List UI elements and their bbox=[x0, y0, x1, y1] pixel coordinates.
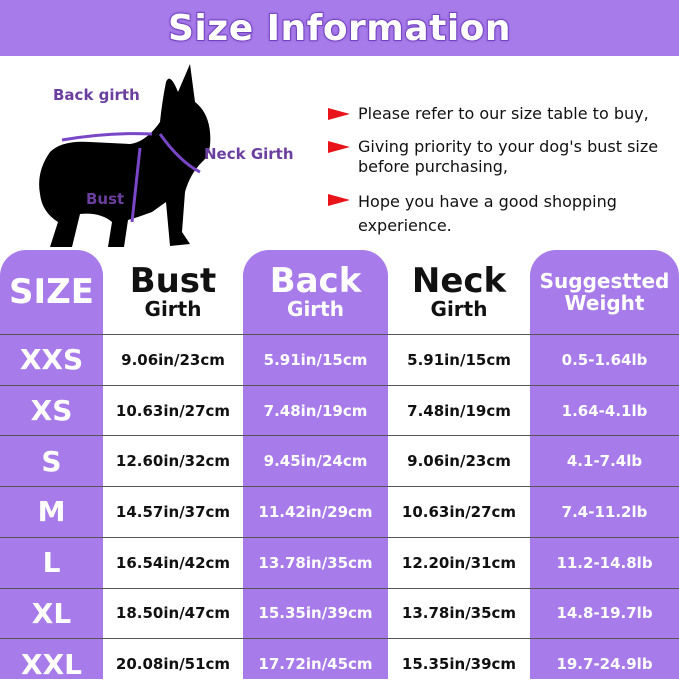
table-cell: 10.63in/27cm bbox=[401, 502, 517, 521]
table-cell: 12.60in/32cm bbox=[115, 452, 231, 471]
table-cell: 9.45in/24cm bbox=[263, 452, 368, 471]
note-item: Hope you have a good shopping experience… bbox=[328, 190, 673, 238]
red-arrow-icon bbox=[328, 108, 350, 120]
table-cell: 14.8-19.7lb bbox=[556, 604, 653, 623]
dog-silhouette bbox=[39, 64, 211, 247]
note-text: Please refer to our size table to buy, bbox=[358, 104, 649, 123]
table-cell: 13.78in/35cm bbox=[401, 604, 517, 623]
table-cell: 20.08in/51cm bbox=[115, 655, 231, 674]
size-label: M bbox=[37, 495, 66, 529]
table-cell: 14.57in/37cm bbox=[115, 502, 231, 521]
table-cell: 19.7-24.9lb bbox=[556, 655, 653, 674]
table-cell: 12.20in/31cm bbox=[401, 553, 517, 572]
size-label: XS bbox=[30, 394, 73, 428]
header-size: SIZE bbox=[0, 250, 103, 334]
header-sub: Girth bbox=[287, 297, 344, 321]
table-cell: 17.72in/45cm bbox=[258, 655, 373, 674]
table-cell: 9.06in/23cm bbox=[121, 350, 225, 369]
red-arrow-icon bbox=[328, 141, 350, 153]
table-row: S 12.60in/32cm 9.45in/24cm 9.06in/23cm 4.1-7… bbox=[0, 435, 679, 486]
table-cell: 5.91in/15cm bbox=[263, 350, 368, 369]
title-banner: Size Information bbox=[0, 0, 679, 56]
neck-girth-label: Neck Girth bbox=[204, 145, 294, 163]
note-text: Giving priority to your dog's bust size … bbox=[358, 137, 659, 176]
table-cell: 7.48in/19cm bbox=[407, 401, 511, 420]
size-column-bg bbox=[0, 250, 103, 679]
dog-silhouette-diagram bbox=[39, 64, 211, 247]
back-girth-label: Back girth bbox=[53, 86, 140, 104]
table-cell: 13.78in/35cm bbox=[258, 553, 373, 572]
table-cell: 4.1-7.4lb bbox=[566, 452, 643, 471]
table-cell: 5.91in/15cm bbox=[407, 350, 511, 369]
page-title: Size Information bbox=[167, 7, 512, 50]
note-text: Hope you have a good shopping experience… bbox=[358, 192, 617, 235]
header-weight: Suggestted Weight bbox=[530, 250, 679, 334]
size-label: XXS bbox=[19, 343, 84, 377]
table-cell: 15.35in/39cm bbox=[258, 604, 373, 623]
header-sub: Weight bbox=[564, 291, 645, 315]
bust-label: Bust bbox=[86, 190, 125, 208]
header-main: Neck bbox=[411, 261, 507, 301]
red-arrow-icon bbox=[328, 194, 350, 206]
header-main: Bust bbox=[129, 261, 217, 301]
table-row: XXS 9.06in/23cm 5.91in/15cm 5.91in/15cm 0.5-… bbox=[0, 334, 679, 385]
table-cell: 9.06in/23cm bbox=[407, 452, 511, 471]
table-row: L 16.54in/42cm 13.78in/35cm 12.20in/31cm 11.… bbox=[0, 536, 679, 588]
header-sub: Girth bbox=[430, 297, 488, 321]
table-row: XXL 20.08in/51cm 17.72in/45cm 15.35in/39cm 1… bbox=[0, 638, 679, 689]
back-girth-line bbox=[61, 132, 153, 142]
table-row: M 14.57in/37cm 11.42in/29cm 10.63in/27cm 7.4… bbox=[0, 486, 679, 537]
size-label: XL bbox=[31, 596, 72, 630]
table-cell: 1.64-4.1lb bbox=[561, 401, 648, 420]
header-bust: Bust Girth bbox=[103, 250, 243, 334]
note-item: Giving priority to your dog's bust size … bbox=[328, 137, 673, 177]
header-neck: Neck Girth bbox=[388, 250, 530, 334]
header-main: SIZE bbox=[8, 272, 95, 312]
weight-column-bg bbox=[530, 250, 679, 679]
table-cell: 10.63in/27cm bbox=[115, 401, 231, 420]
table-cell: 7.4-11.2lb bbox=[561, 502, 648, 521]
header-back: Back Girth bbox=[243, 250, 388, 334]
note-item: Please refer to our size table to buy, bbox=[328, 104, 673, 124]
header-sub: Girth bbox=[144, 297, 202, 321]
size-label: L bbox=[42, 546, 61, 580]
bust-line bbox=[130, 147, 142, 223]
table-cell: 18.50in/47cm bbox=[115, 604, 231, 623]
table-row: XS 10.63in/27cm 7.48in/19cm 7.48in/19cm 1.64… bbox=[0, 384, 679, 436]
header-main: Suggestted bbox=[539, 269, 670, 293]
size-label: XXL bbox=[20, 647, 83, 681]
table-cell: 15.35in/39cm bbox=[401, 655, 517, 674]
header-main: Back bbox=[269, 261, 362, 301]
table-cell: 0.5-1.64lb bbox=[561, 350, 648, 369]
table-cell: 11.2-14.8lb bbox=[556, 553, 653, 572]
notes-list: Please refer to our size table to buy, G… bbox=[328, 104, 673, 251]
back-column-bg bbox=[243, 250, 388, 679]
neck-girth-line bbox=[158, 133, 201, 174]
table-cell: 7.48in/19cm bbox=[263, 401, 368, 420]
size-label: S bbox=[41, 444, 62, 478]
table-cell: 11.42in/29cm bbox=[258, 502, 373, 521]
table-row: XL 18.50in/47cm 15.35in/39cm 13.78in/35cm 14… bbox=[0, 587, 679, 639]
table-cell: 16.54in/42cm bbox=[115, 553, 231, 572]
